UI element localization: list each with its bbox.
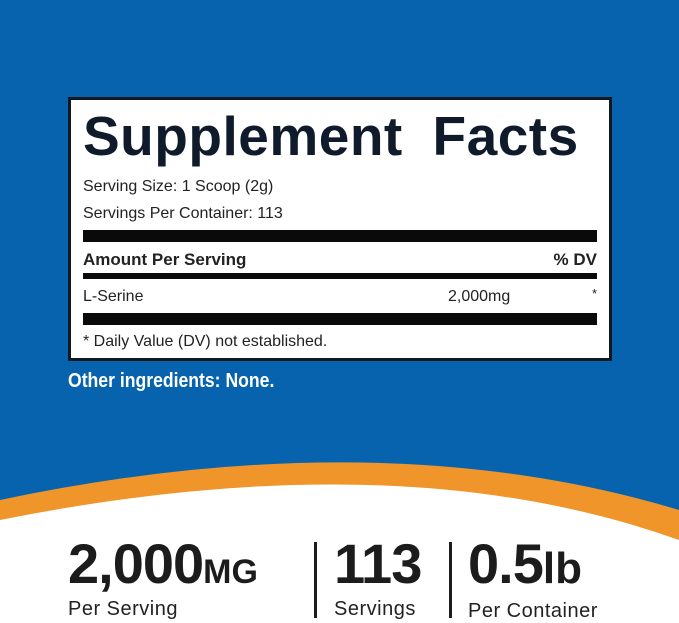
servings-per-container: Servings Per Container: 113 [83, 205, 283, 222]
ingredient-name: L-Serine [83, 288, 144, 305]
ingredient-amount: 2,000mg [448, 288, 511, 305]
supplement-facts-panel: Supplement Facts Serving Size: 1 Scoop (… [68, 97, 612, 361]
stat-label: Per Container [468, 600, 598, 622]
footnote: * Daily Value (DV) not established. [83, 333, 328, 350]
stat-servings: 113 Servings [334, 536, 422, 621]
divider-thick [83, 313, 597, 325]
stat-label: Per Serving [68, 598, 178, 620]
divider-thick [83, 230, 597, 242]
ingredient-dv: * [591, 286, 597, 301]
stat-unit: MG [203, 553, 258, 591]
stat-per-serving: 2,000MG Per Serving [68, 536, 258, 621]
dv-header: % DV [553, 250, 597, 269]
stat-value: 113 [334, 532, 422, 595]
facts-title: Supplement Facts [83, 105, 579, 167]
amount-header: Amount Per Serving [83, 250, 247, 269]
stat-value: 2,000 [68, 532, 204, 595]
stat-per-container: 0.5lb Per Container [468, 536, 598, 623]
stat-value: 0.5 [468, 532, 544, 595]
stat-unit: lb [542, 544, 582, 593]
stat-divider [449, 542, 452, 618]
serving-size: Serving Size: 1 Scoop (2g) [83, 178, 274, 195]
divider-medium [83, 273, 597, 279]
other-ingredients: Other ingredients: None. [68, 370, 275, 392]
stat-divider [314, 542, 317, 618]
stat-label: Servings [334, 598, 416, 620]
